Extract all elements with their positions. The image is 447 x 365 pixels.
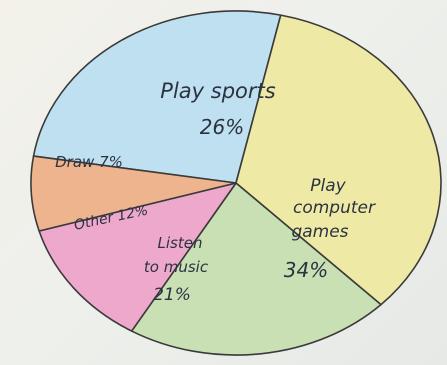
label-sports-percent: 26% <box>200 115 244 139</box>
label-music-percent: 21% <box>153 285 191 305</box>
label-sports-name: Play sports <box>160 79 275 103</box>
pie-slice-listen-to-music <box>130 182 382 356</box>
pie-slice-other <box>38 182 237 332</box>
label-games-percent: 34% <box>284 258 328 282</box>
label-music-line1: Listen <box>158 234 203 252</box>
label-games-line3: games <box>291 222 348 242</box>
pie-slice-play-computer-games <box>235 14 442 306</box>
pie-slice-draw <box>30 155 237 232</box>
label-draw: Draw 7% <box>55 153 123 171</box>
label-music-line2: to music <box>144 258 209 276</box>
label-games-line1: Play <box>310 176 346 196</box>
pie-slices <box>30 10 442 356</box>
label-games-line2: computer <box>293 198 376 218</box>
pie-slice-play-sports <box>32 10 282 184</box>
